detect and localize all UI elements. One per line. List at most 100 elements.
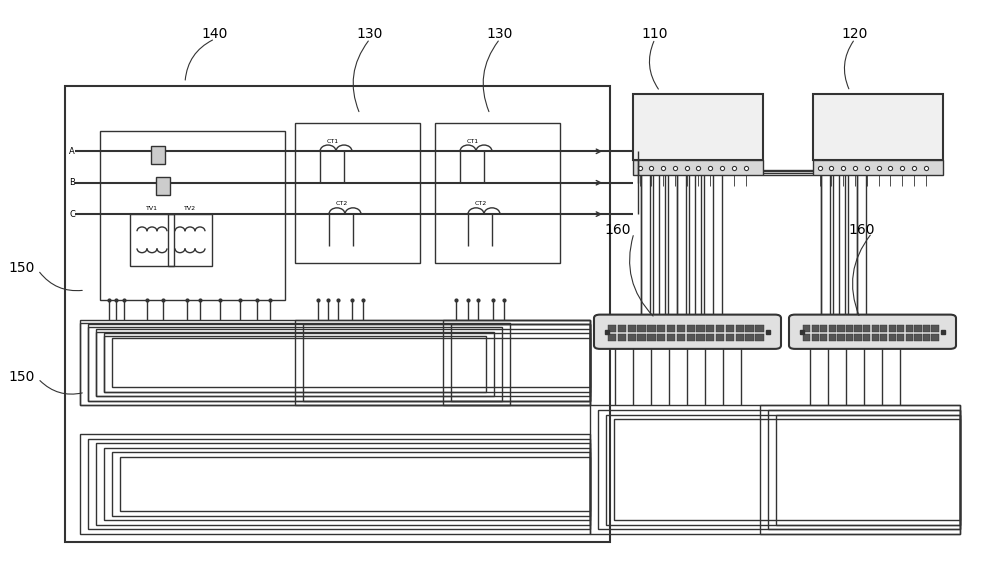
Bar	[745, 324, 754, 332]
Bar	[706, 333, 714, 341]
Bar	[820, 324, 827, 332]
Text: 110: 110	[642, 27, 668, 41]
Bar	[726, 324, 734, 332]
Bar	[872, 333, 879, 341]
Bar	[880, 324, 887, 332]
Bar	[80, 320, 590, 405]
Bar	[837, 324, 845, 332]
Bar	[923, 324, 930, 332]
Bar	[677, 333, 685, 341]
Bar	[606, 415, 960, 525]
Bar	[914, 333, 922, 341]
Bar	[931, 333, 939, 341]
Bar	[716, 333, 724, 341]
Bar	[813, 160, 943, 175]
Bar	[829, 333, 836, 341]
Bar	[716, 324, 724, 332]
Bar	[657, 333, 665, 341]
Bar	[863, 324, 870, 332]
Bar	[776, 415, 960, 525]
Bar	[846, 333, 853, 341]
Bar	[677, 324, 685, 332]
Bar	[923, 333, 930, 341]
Bar	[931, 324, 939, 332]
Text: TV2: TV2	[184, 206, 196, 211]
Bar	[755, 333, 764, 341]
Bar	[151, 146, 165, 164]
Text: 130: 130	[487, 27, 513, 41]
Bar	[803, 333, 810, 341]
Text: B: B	[69, 178, 75, 187]
Bar	[156, 177, 170, 195]
Bar	[854, 333, 862, 341]
Bar	[112, 338, 590, 387]
Bar	[120, 457, 590, 511]
Bar	[608, 333, 616, 341]
Bar	[854, 324, 862, 332]
Bar	[80, 323, 510, 405]
Text: TV1: TV1	[146, 206, 158, 211]
Bar	[889, 324, 896, 332]
Bar	[647, 324, 656, 332]
Bar	[837, 333, 845, 341]
Bar	[590, 405, 960, 534]
Bar	[768, 410, 960, 529]
Bar	[168, 214, 212, 266]
Bar	[803, 324, 810, 332]
Bar	[846, 324, 853, 332]
Bar	[829, 324, 836, 332]
Bar	[696, 333, 705, 341]
Bar	[88, 439, 590, 529]
Bar	[637, 333, 646, 341]
Text: A: A	[69, 147, 75, 156]
Bar	[104, 336, 486, 392]
Bar	[863, 333, 870, 341]
Bar	[812, 324, 819, 332]
Bar	[614, 419, 960, 520]
Bar	[657, 324, 665, 332]
Bar	[65, 86, 610, 542]
Bar	[628, 333, 636, 341]
Text: 130: 130	[357, 27, 383, 41]
Bar	[706, 324, 714, 332]
Bar	[112, 452, 590, 516]
Bar	[88, 327, 502, 401]
Text: 150: 150	[9, 370, 35, 384]
Bar	[736, 333, 744, 341]
Bar	[96, 329, 590, 396]
Bar	[130, 214, 174, 266]
Bar	[686, 324, 695, 332]
Bar	[647, 333, 656, 341]
Bar	[303, 324, 590, 401]
Bar	[726, 333, 734, 341]
Text: CT1: CT1	[327, 139, 339, 143]
Bar	[812, 333, 819, 341]
Bar	[295, 123, 420, 263]
FancyBboxPatch shape	[594, 315, 781, 349]
Bar	[295, 320, 590, 405]
Bar	[889, 333, 896, 341]
Bar	[906, 324, 913, 332]
Text: CT1: CT1	[467, 139, 479, 143]
Bar	[618, 324, 626, 332]
Bar	[897, 333, 904, 341]
Bar	[667, 333, 675, 341]
Text: C: C	[69, 210, 75, 219]
Bar	[667, 324, 675, 332]
Text: 160: 160	[605, 223, 631, 236]
FancyBboxPatch shape	[789, 315, 956, 349]
Bar	[696, 324, 705, 332]
Bar	[820, 333, 827, 341]
Bar	[880, 333, 887, 341]
Bar	[897, 324, 904, 332]
Bar	[813, 94, 943, 160]
Text: 160: 160	[849, 223, 875, 236]
Bar	[80, 434, 590, 534]
Bar	[104, 333, 590, 392]
Bar	[608, 324, 616, 332]
Bar	[755, 324, 764, 332]
Bar	[633, 94, 763, 160]
Text: 150: 150	[9, 262, 35, 275]
Bar	[435, 123, 560, 263]
Bar	[96, 443, 590, 525]
